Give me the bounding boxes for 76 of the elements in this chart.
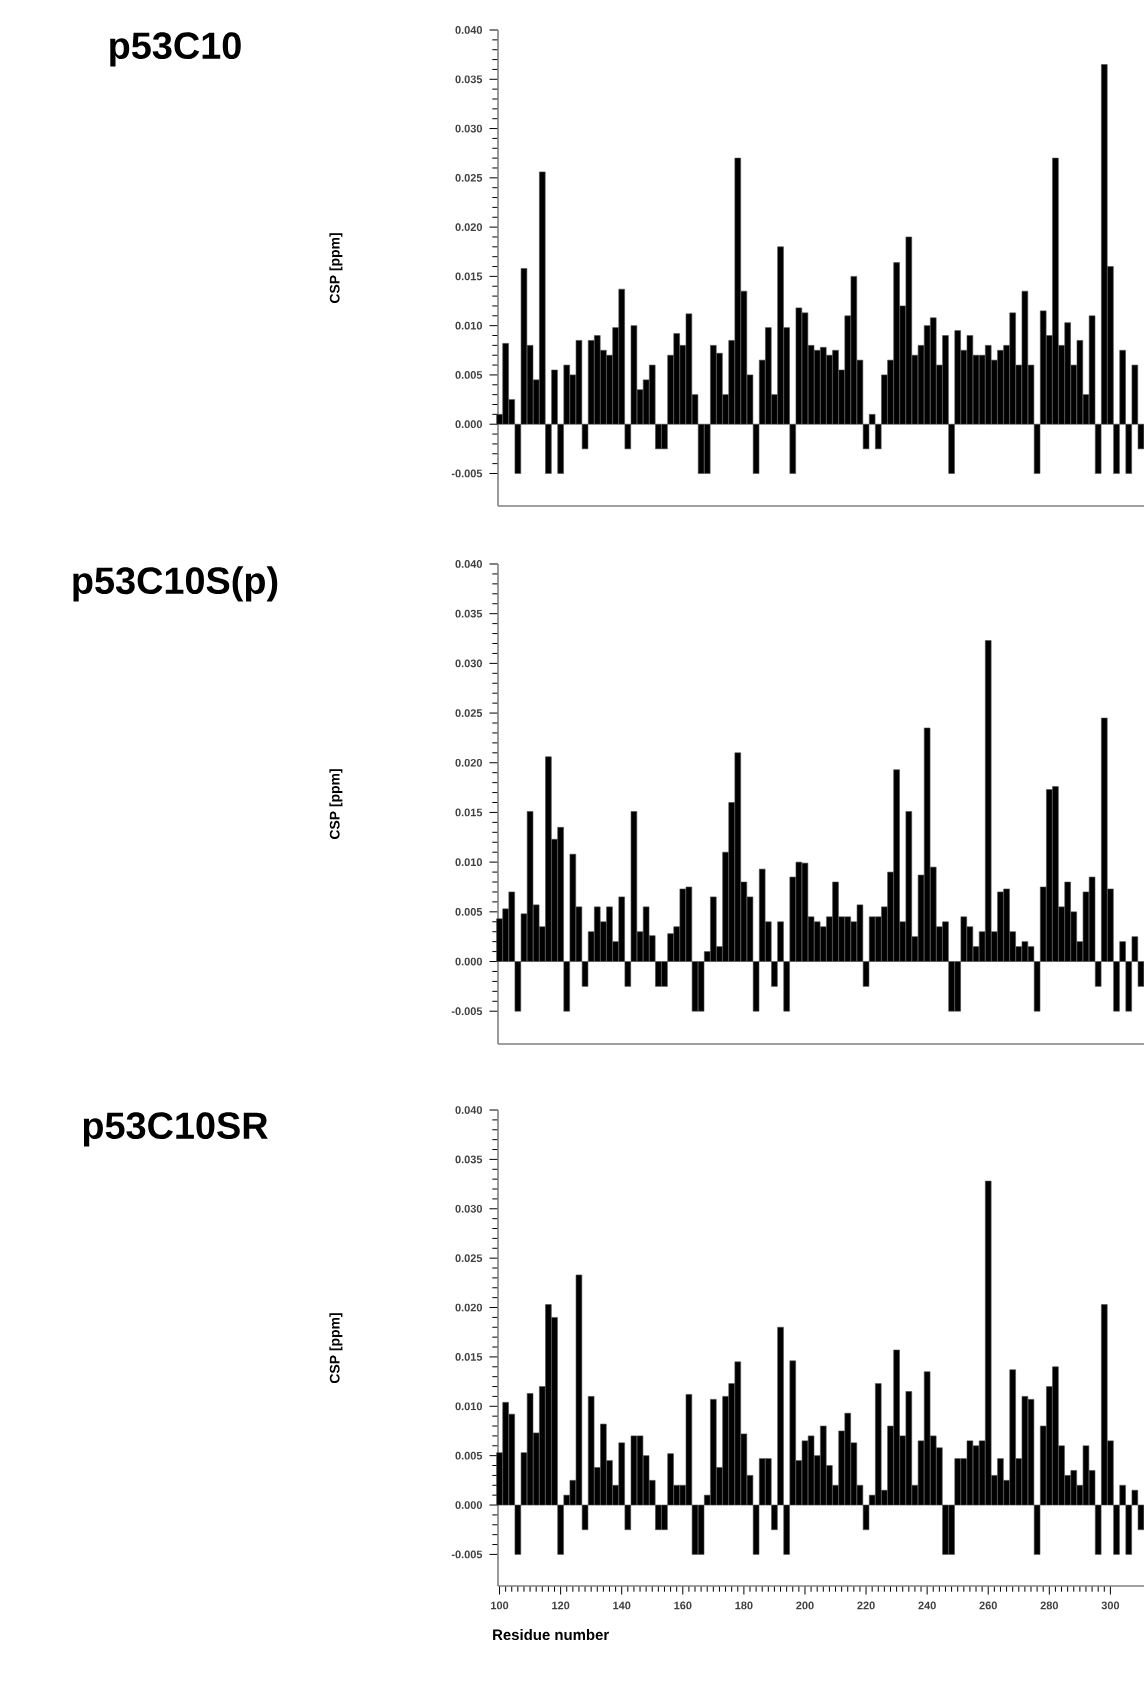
bar: [1052, 1366, 1059, 1506]
bar: [545, 1304, 552, 1506]
bar: [594, 335, 601, 425]
bar: [813, 350, 821, 425]
bar: [710, 1399, 717, 1506]
bar: [923, 727, 931, 962]
bar: [985, 640, 992, 962]
bar: [905, 236, 913, 425]
bar: [844, 916, 851, 962]
bar: [1064, 322, 1071, 425]
bar: [1052, 786, 1059, 962]
bar: [905, 811, 913, 962]
bar: [826, 354, 833, 425]
bar: [820, 1425, 827, 1506]
bar: [1070, 1470, 1077, 1506]
bar: [832, 350, 839, 425]
bar: [832, 881, 839, 962]
bar: [642, 906, 650, 962]
bar: [1076, 340, 1084, 425]
bar: [893, 1349, 900, 1506]
bar: [606, 906, 613, 962]
bar: [923, 1371, 931, 1506]
bar: [893, 262, 900, 425]
bar: [765, 327, 772, 425]
bar: [1003, 888, 1010, 962]
bar: [685, 313, 693, 425]
bar: [813, 921, 821, 962]
bar: [600, 1423, 607, 1506]
bar: [679, 888, 686, 962]
bar: [997, 350, 1004, 425]
bar: [1009, 1369, 1016, 1506]
bar: [905, 1391, 913, 1506]
bar: [673, 333, 680, 425]
bar: [985, 345, 992, 425]
bar: [526, 1393, 534, 1506]
bar: [893, 769, 900, 962]
bar: [923, 325, 931, 425]
bar: [710, 896, 717, 962]
bar: [545, 756, 552, 962]
bar: [1009, 312, 1016, 425]
bar: [734, 157, 741, 425]
bar: [734, 1361, 741, 1506]
bar: [795, 861, 803, 962]
bar: [801, 312, 809, 425]
bar: [801, 862, 809, 962]
bar: [777, 246, 784, 425]
bar: [1052, 157, 1059, 425]
bar: [997, 1458, 1004, 1506]
bar: [850, 276, 858, 425]
bar: [502, 343, 509, 425]
bar: [801, 1440, 809, 1506]
text: p53C10SR: [83, 1112, 268, 1147]
bar: [734, 752, 741, 962]
bar: [594, 906, 601, 962]
bar: [807, 1435, 815, 1506]
bar: [716, 352, 723, 425]
bar: [972, 1445, 980, 1506]
bar: [1021, 290, 1029, 425]
bar: [1021, 941, 1029, 962]
bar: [1082, 1445, 1090, 1506]
bar: [1046, 789, 1053, 962]
bar: [966, 335, 974, 425]
bar: [820, 347, 827, 425]
bar: [997, 891, 1004, 962]
bar: [875, 1383, 882, 1506]
bar: [985, 1180, 992, 1506]
bar: [502, 1402, 509, 1506]
bar: [1021, 1396, 1029, 1506]
bar: [930, 317, 937, 425]
bar: [636, 1435, 644, 1506]
bar: [1064, 881, 1071, 962]
bar: [526, 811, 534, 962]
text: p53C10: [110, 32, 241, 67]
bar: [844, 1412, 851, 1506]
bar: [966, 1440, 974, 1506]
text: p53C10S(p): [73, 566, 278, 602]
